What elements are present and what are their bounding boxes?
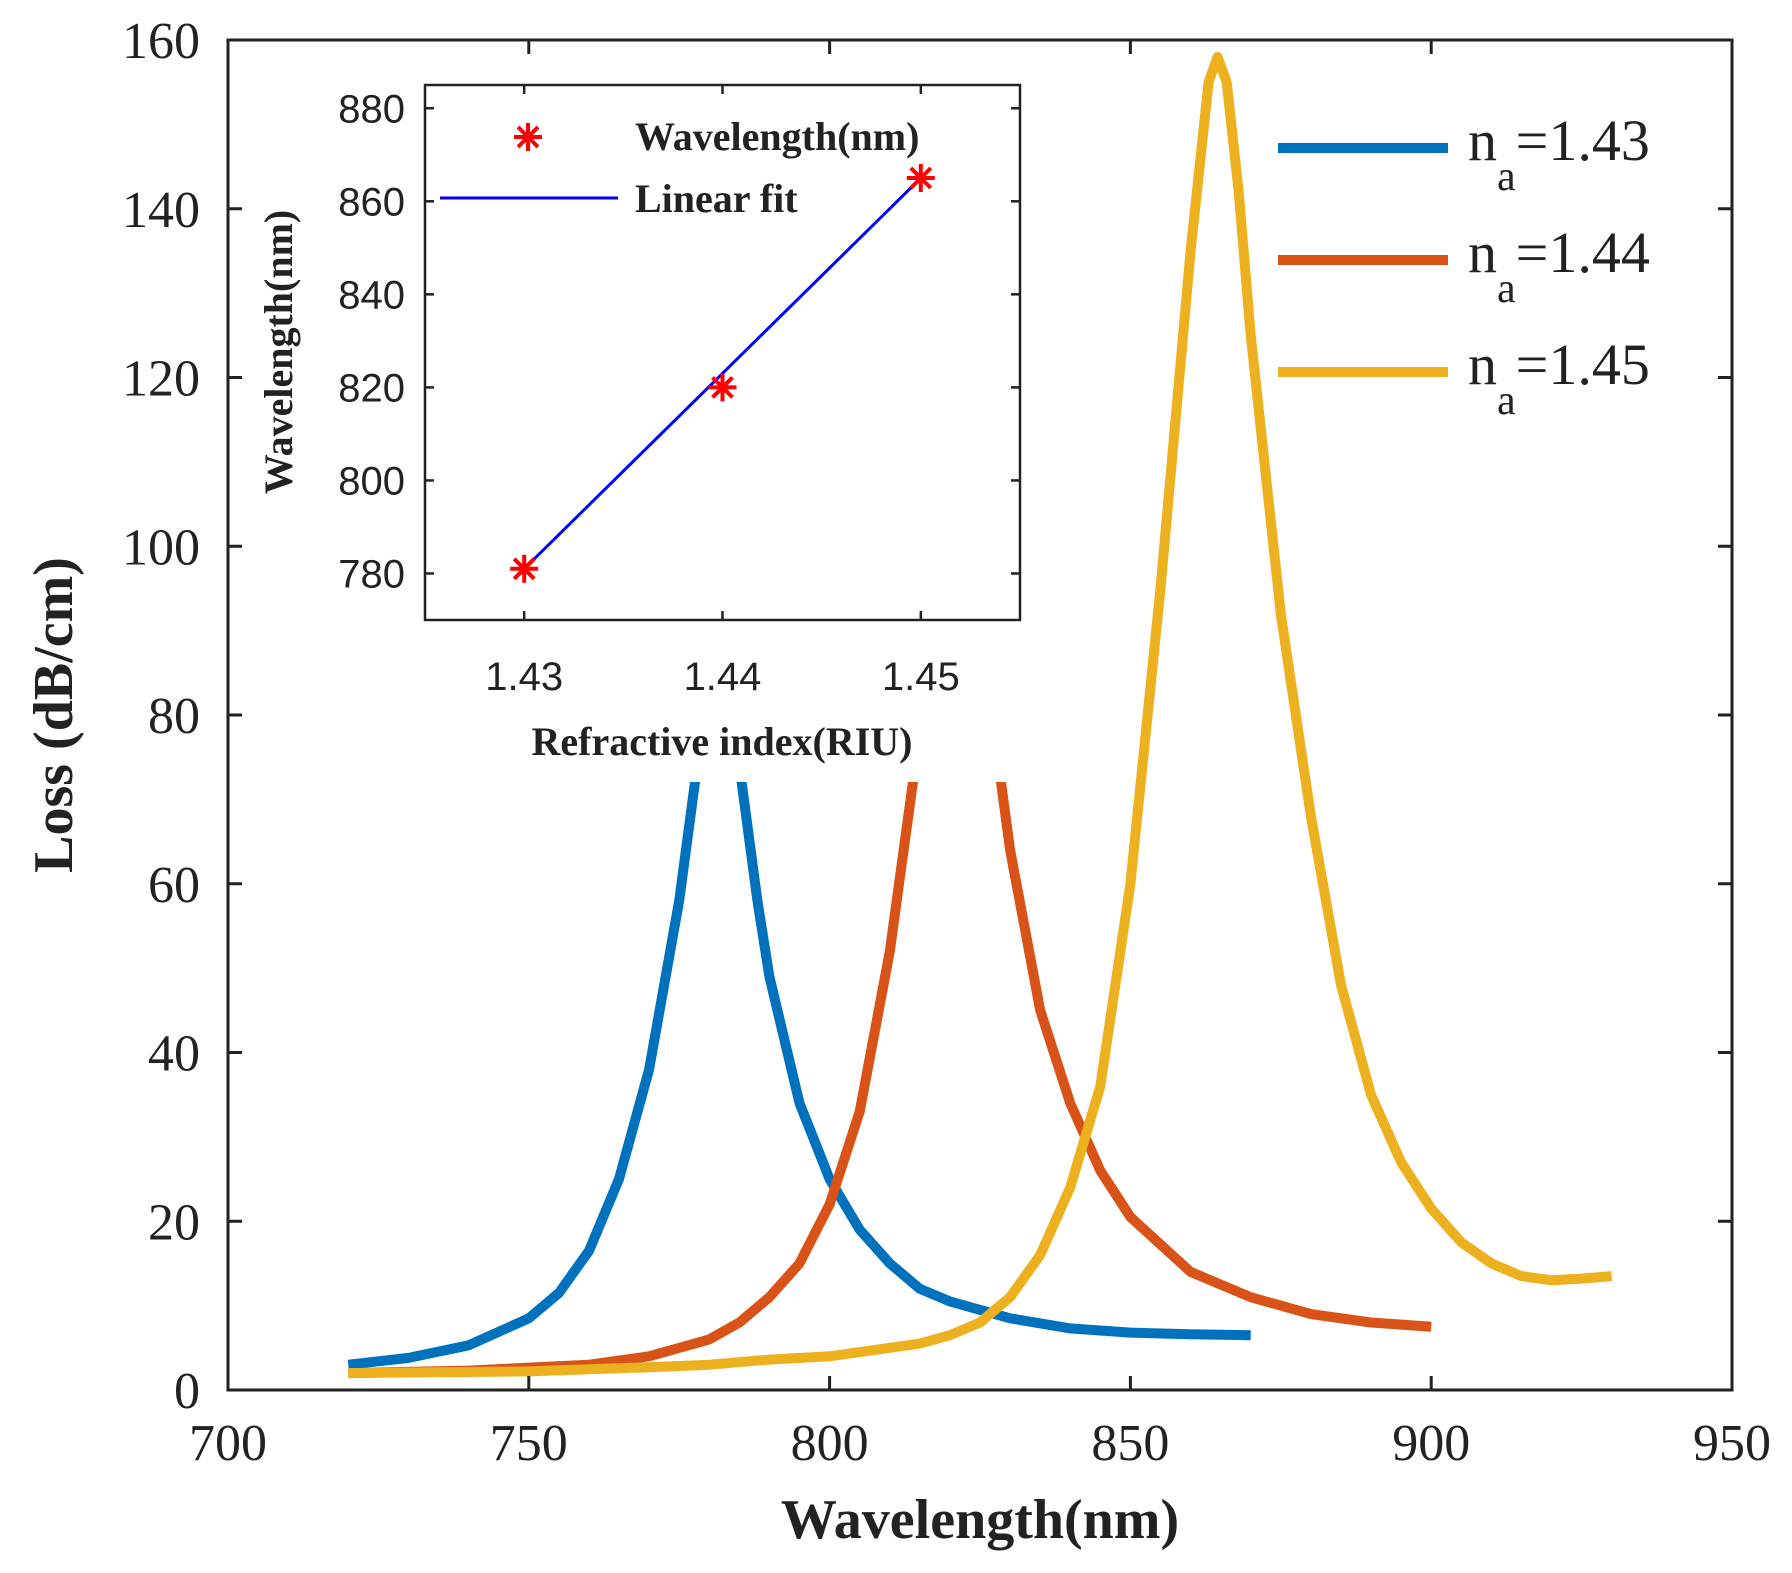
inset-x-tick-label: 1.45 [882, 655, 960, 699]
y-tick-label: 120 [122, 351, 200, 408]
main-legend: na=1.43 na=1.44 na=1.45 [1278, 108, 1650, 424]
x-tick-label: 950 [1693, 1415, 1771, 1472]
inset-legend-marker-asterisk [514, 123, 542, 151]
main-x-axis-label: Wavelength(nm) [781, 1489, 1179, 1551]
inset-data-point [906, 164, 935, 192]
inset-y-tick-labels: 780 800 820 840 860 880 [338, 87, 405, 596]
inset-plot: 1.43 1.44 1.45 780 800 820 840 860 880 Waveleng… [256, 62, 1080, 782]
inset-x-axis-label: Refractive index(RIU) [532, 719, 913, 764]
inset-x-tick-labels: 1.43 1.44 1.45 [485, 655, 960, 699]
x-tick-label: 800 [791, 1415, 869, 1472]
inset-legend-entry-linear-fit: Linear fit [440, 176, 798, 221]
inset-legend-label-wavelength: Wavelength(nm) [635, 114, 919, 159]
x-tick-label: 900 [1392, 1415, 1470, 1472]
y-tick-label: 100 [122, 519, 200, 576]
inset-x-tick-label: 1.44 [684, 655, 762, 699]
y-tick-label: 40 [148, 1026, 200, 1083]
y-tick-label: 80 [148, 688, 200, 745]
y-tick-label: 20 [148, 1194, 200, 1251]
main-ticks [226, 38, 1734, 1392]
inset-y-tick-label: 800 [338, 459, 405, 503]
x-tick-label: 850 [1091, 1415, 1169, 1472]
inset-legend-entry-wavelength: Wavelength(nm) [514, 114, 919, 159]
y-tick-label: 140 [122, 182, 200, 239]
x-tick-label: 750 [490, 1415, 568, 1472]
legend-entry-na-1-43: na=1.43 [1278, 108, 1650, 200]
inset-legend-label-linear-fit: Linear fit [635, 176, 798, 221]
inset-y-tick-label: 860 [338, 180, 405, 224]
main-y-axis-label: Loss (dB/cm) [23, 557, 85, 873]
legend-label-na-1-43: na=1.43 [1468, 108, 1650, 200]
y-tick-label: 0 [174, 1363, 200, 1420]
inset-y-tick-label: 880 [338, 87, 405, 131]
y-tick-label: 160 [122, 13, 200, 70]
inset-y-tick-label: 820 [338, 366, 405, 410]
main-x-tick-labels: 700 750 800 850 900 950 [189, 1415, 1771, 1472]
inset-series-group [510, 164, 935, 583]
inset-x-tick-label: 1.43 [485, 655, 563, 699]
inset-legend: Wavelength(nm) Linear fit [440, 114, 919, 221]
legend-entry-na-1-44: na=1.44 [1278, 220, 1650, 312]
inset-data-point [510, 554, 539, 583]
series-line-na-1-45 [348, 51, 1613, 1379]
y-tick-label: 60 [148, 857, 200, 914]
legend-label-na-1-44: na=1.44 [1468, 220, 1650, 312]
x-tick-label: 700 [189, 1415, 267, 1472]
legend-entry-na-1-45: na=1.45 [1278, 332, 1650, 424]
inset-y-tick-label: 840 [338, 273, 405, 317]
inset-y-axis-label: Wavelength(nm) [256, 210, 301, 494]
inset-y-tick-label: 780 [338, 552, 405, 596]
legend-label-na-1-45: na=1.45 [1468, 332, 1650, 424]
inset-ticks [425, 85, 1020, 620]
inset-data-point [708, 373, 737, 402]
main-y-tick-labels: 0 20 40 60 80 100 120 140 160 [122, 13, 200, 1420]
inset-axes-box [423, 83, 1022, 622]
